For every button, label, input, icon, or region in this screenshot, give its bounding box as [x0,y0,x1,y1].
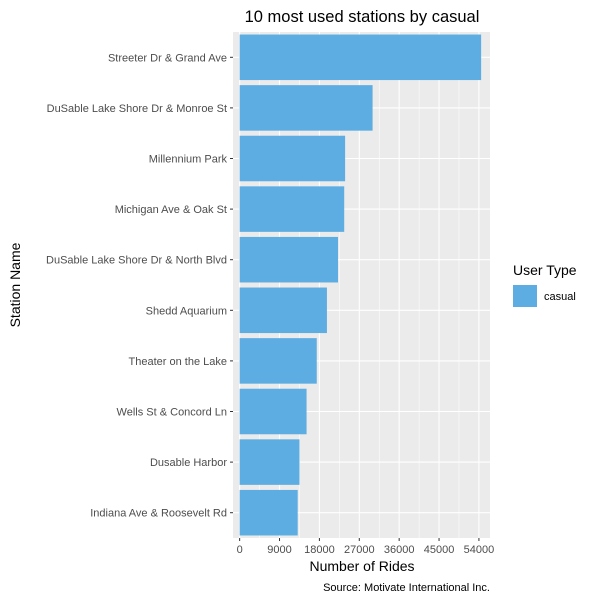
x-axis-title: Number of Rides [309,558,414,574]
bar-10 [239,489,298,536]
y-tick-label: Shedd Aquarium [146,305,227,317]
x-tick-label: 27000 [344,544,375,556]
y-tick-label: Theater on the Lake [129,356,227,368]
y-tick-label: DuSable Lake Shore Dr & Monroe St [47,103,227,115]
bar-6 [239,287,327,334]
y-tick-label: Dusable Harbor [150,457,227,469]
x-tick-label: 54000 [464,544,495,556]
bar-4 [239,186,345,232]
x-tick-label: 0 [237,544,243,556]
chart-caption: Source: Motivate International Inc. [323,582,490,594]
x-tick-label: 36000 [384,544,415,556]
bars [239,34,482,536]
y-tick-label: Millennium Park [149,154,228,166]
y-tick-label: Streeter Dr & Grand Ave [108,52,227,64]
y-tick-label: Michigan Ave & Oak St [115,204,227,216]
legend-label-casual: casual [544,291,576,303]
chart-title: 10 most used stations by casual [245,8,480,26]
bar-2 [239,85,373,131]
bar-1 [239,34,482,81]
bar-5 [239,236,339,283]
x-tick-label: 18000 [304,544,335,556]
y-tick-label: DuSable Lake Shore Dr & North Blvd [46,255,227,267]
y-axis-ticks: Streeter Dr & Grand Ave DuSable Lake Shor… [46,52,233,520]
bar-3 [239,135,346,182]
bar-7 [239,338,317,384]
legend-title: User Type [513,262,577,278]
x-tick-label: 45000 [424,544,455,556]
y-tick-label: Wells St & Concord Ln [117,407,227,419]
y-tick-label: Indiana Ave & Roosevelt Rd [90,508,227,520]
legend: User Type casual [513,262,577,307]
bar-8 [239,388,307,435]
y-axis-title: Station Name [7,242,23,327]
bar-9 [239,439,300,485]
legend-key-casual [513,285,537,307]
x-axis-ticks: 0 9000 18000 27000 36000 45000 54000 [237,538,495,556]
x-tick-label: 9000 [267,544,291,556]
